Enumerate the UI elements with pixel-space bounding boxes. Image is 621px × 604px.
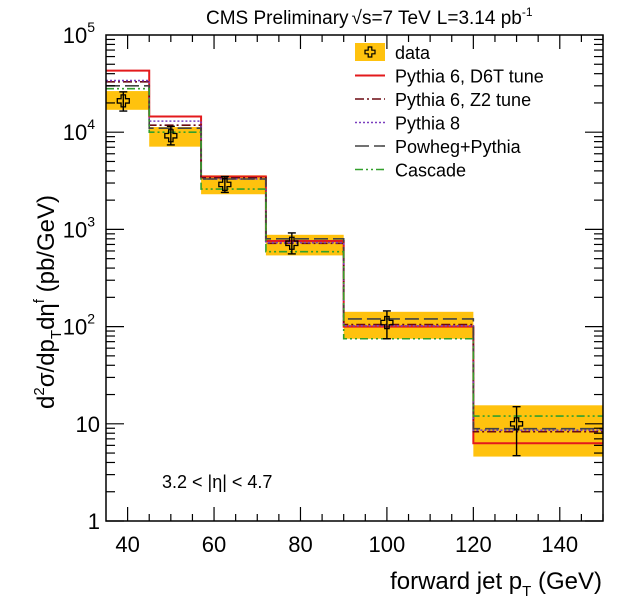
title-lumi-sup: -1 — [522, 5, 533, 19]
y-tick-exp-2: 2 — [87, 311, 95, 327]
x-tick-label-40: 40 — [115, 532, 139, 557]
data-marker-5 — [509, 417, 524, 431]
y-axis-label: d2σ/dpTdηf (pb/GeV) — [31, 195, 65, 409]
series-line-0 — [106, 69, 603, 445]
y-tick-label-5: 105 — [63, 19, 95, 48]
series-line-4 — [106, 87, 603, 417]
legend-label-data: data — [395, 43, 431, 63]
legend-label-3: Powheg+Pythia — [395, 137, 522, 157]
legend-label-2: Pythia 8 — [395, 114, 460, 134]
data-band-bin-1 — [149, 127, 202, 147]
eta-range-annotation: 3.2 < |η| < 4.7 — [162, 472, 272, 492]
data-point-2 — [218, 175, 232, 194]
x-tick-label-80: 80 — [288, 532, 312, 557]
x-tick-label-60: 60 — [202, 532, 226, 557]
data-marker-1 — [164, 129, 178, 143]
plot-frame — [105, 34, 604, 522]
data-band-bin-0 — [106, 91, 150, 110]
y-tick-base-0: 1 — [88, 509, 100, 534]
title-lumi: L=3.14 pb — [437, 8, 522, 29]
data-marker-3 — [285, 236, 299, 250]
y-tick-base-5: 10 — [63, 23, 87, 48]
legend-data-marker — [364, 46, 376, 58]
chart-title: CMS Preliminary √s=7 TeV L=3.14 pb-1 — [206, 5, 533, 29]
y-tick-exp-4: 4 — [87, 116, 95, 132]
y-tick-exp-3: 3 — [87, 213, 95, 229]
y-tick-label-2: 102 — [63, 311, 95, 340]
data-point-4 — [380, 310, 394, 340]
data-point-5 — [509, 405, 524, 457]
data-point-0 — [116, 91, 130, 112]
data-point-1 — [164, 125, 178, 146]
y-tick-base-2: 10 — [63, 315, 87, 340]
y-tick-label-1: 10 — [76, 412, 100, 437]
x-tick-label-140: 140 — [541, 532, 578, 557]
data-point-3 — [285, 232, 299, 255]
legend-label-0: Pythia 6, D6T tune — [395, 67, 544, 87]
y-tick-label-0: 1 — [88, 509, 100, 534]
y-tick-label-3: 103 — [63, 213, 95, 242]
data-marker-4 — [380, 315, 394, 330]
data-marker-2 — [218, 177, 232, 192]
legend-data-swatch — [355, 43, 385, 61]
title-energy: √s=7 TeV — [352, 8, 432, 29]
x-tick-label-120: 120 — [455, 532, 492, 557]
title-text: CMS Preliminary — [206, 8, 349, 29]
data-marker-0 — [116, 94, 130, 108]
y-tick-base-4: 10 — [63, 120, 87, 145]
legend: data Pythia 6, D6T tune Pythia 6, Z2 tune P… — [355, 43, 544, 181]
y-tick-label-4: 104 — [63, 116, 95, 145]
y-tick-base-3: 10 — [63, 217, 87, 242]
legend-label-1: Pythia 6, Z2 tune — [395, 90, 531, 110]
y-tick-exp-5: 5 — [87, 19, 95, 35]
x-axis-label: forward jet pT (GeV) — [390, 568, 602, 600]
y-tick-base-1: 10 — [76, 412, 100, 437]
legend-label-4: Cascade — [395, 161, 466, 181]
x-tick-label-100: 100 — [369, 532, 406, 557]
data-band-bin-3 — [265, 234, 344, 256]
